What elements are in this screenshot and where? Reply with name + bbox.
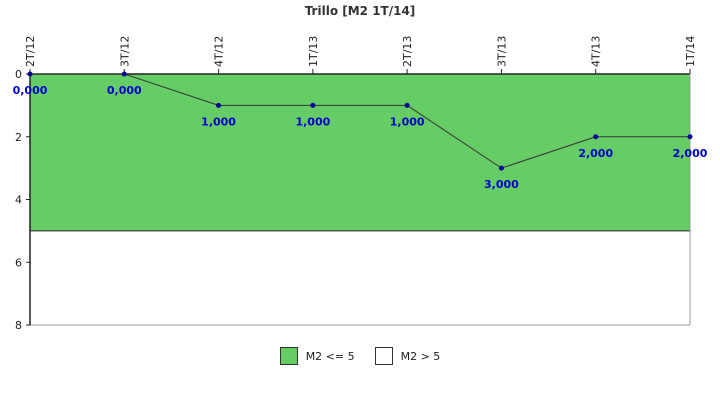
series-polyline (30, 73, 690, 169)
data-labels: 0,000 0,000 1,000 1,000 1,000 3,000 2,000 2,000 (13, 84, 708, 191)
data-point (310, 102, 316, 108)
data-point (404, 102, 410, 108)
data-label: 2,000 (673, 147, 708, 160)
tick-labels: 0 2 4 6 8 2T/12 3T/12 4T/12 1T/13 2T/13 3T/13 4T/13… (15, 36, 697, 332)
data-point (121, 71, 127, 77)
y-tick-label: 4 (15, 194, 22, 207)
x-tick-label: 2T/12 (24, 36, 37, 67)
legend-swatch-bad (374, 347, 393, 365)
data-label: 1,000 (390, 115, 425, 128)
data-label: 2,000 (578, 147, 613, 160)
data-label: 3,000 (484, 178, 519, 191)
data-label: 0,000 (107, 84, 142, 97)
x-tick-label: 4T/12 (213, 36, 226, 67)
threshold-bands (30, 74, 690, 325)
x-tick-label: 3T/12 (118, 36, 131, 67)
data-point (216, 102, 222, 108)
legend-swatch-good (279, 347, 298, 365)
x-tick-label: 2T/13 (401, 36, 414, 67)
data-label: 1,000 (201, 115, 236, 128)
series-line (27, 71, 693, 171)
data-point (593, 134, 599, 140)
y-tick-label: 6 (15, 256, 22, 269)
data-point (498, 165, 504, 171)
band-1 (30, 230, 690, 325)
data-point (687, 134, 693, 140)
x-tick-label: 1T/13 (307, 36, 320, 67)
data-label: 0,000 (13, 84, 48, 97)
data-point (27, 71, 33, 77)
y-tick-label: 0 (15, 68, 22, 81)
x-tick-label: 1T/14 (684, 36, 697, 67)
chart-title: Trillo [M2 1T/14] (305, 4, 416, 18)
legend-label-bad: M2 > 5 (400, 349, 441, 363)
y-tick-label: 2 (15, 131, 22, 144)
x-tick-label: 4T/13 (590, 36, 603, 67)
data-label: 1,000 (295, 115, 330, 128)
y-tick-label: 8 (15, 319, 22, 332)
legend-item-bad: M2 > 5 (374, 347, 441, 365)
band-0 (30, 74, 690, 231)
legend: M2 <= 5 M2 > 5 (0, 344, 720, 368)
legend-item-good: M2 <= 5 (279, 347, 355, 365)
legend-label-good: M2 <= 5 (305, 349, 355, 363)
x-tick-label: 3T/13 (495, 36, 508, 67)
